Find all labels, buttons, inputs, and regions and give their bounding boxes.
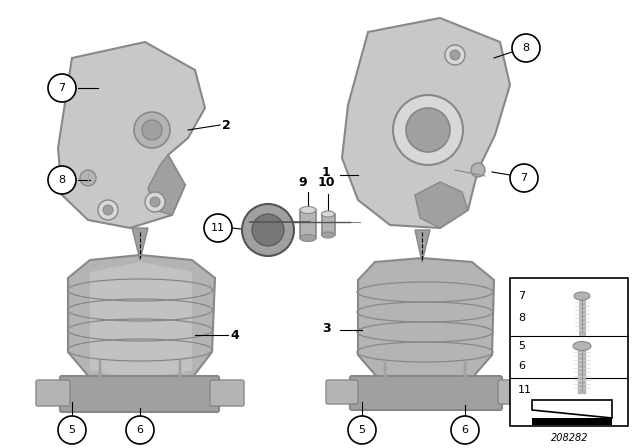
Text: 8: 8 [522,43,529,53]
Polygon shape [415,230,430,262]
Text: 5: 5 [358,425,365,435]
Circle shape [150,197,160,207]
Text: 7: 7 [520,173,527,183]
Polygon shape [68,255,215,388]
Circle shape [445,45,465,65]
Circle shape [471,163,485,177]
Text: 10: 10 [318,176,335,189]
Circle shape [58,416,86,444]
FancyBboxPatch shape [36,380,70,406]
Circle shape [142,120,162,140]
Text: 6: 6 [518,361,525,371]
Text: 5: 5 [68,425,76,435]
Text: 11: 11 [211,223,225,233]
FancyBboxPatch shape [350,376,502,410]
Circle shape [406,108,450,152]
Polygon shape [358,258,494,388]
Text: 7: 7 [58,83,65,93]
Circle shape [80,170,96,186]
Text: 2: 2 [222,119,231,132]
Text: 7: 7 [518,291,525,301]
Text: 8: 8 [58,175,65,185]
Polygon shape [342,18,510,228]
Text: 6: 6 [136,425,143,435]
Ellipse shape [321,232,335,238]
Text: 4: 4 [230,328,239,341]
FancyBboxPatch shape [498,380,530,404]
Circle shape [242,204,294,256]
Circle shape [348,416,376,444]
Text: 11: 11 [518,385,532,395]
Text: 5: 5 [518,341,525,351]
Polygon shape [415,182,468,228]
Ellipse shape [300,234,316,241]
Ellipse shape [300,207,316,214]
FancyBboxPatch shape [510,278,628,426]
Circle shape [204,214,232,242]
Ellipse shape [321,211,335,217]
Circle shape [126,416,154,444]
Text: 208282: 208282 [551,433,589,443]
Polygon shape [58,42,205,228]
FancyBboxPatch shape [532,418,612,425]
FancyBboxPatch shape [210,380,244,406]
Circle shape [48,74,76,102]
Polygon shape [322,214,335,235]
FancyBboxPatch shape [326,380,358,404]
Circle shape [510,164,538,192]
Circle shape [393,95,463,165]
Polygon shape [532,400,612,418]
Ellipse shape [573,341,591,350]
Circle shape [145,192,165,212]
Circle shape [450,50,460,60]
Polygon shape [90,262,192,380]
Text: 9: 9 [298,176,307,189]
FancyBboxPatch shape [60,376,219,412]
Circle shape [451,416,479,444]
Circle shape [48,166,76,194]
Polygon shape [148,155,185,215]
Text: 1: 1 [322,165,331,178]
Circle shape [252,214,284,246]
Polygon shape [300,210,316,238]
Text: 8: 8 [518,313,525,323]
Ellipse shape [574,292,590,300]
Circle shape [512,34,540,62]
Text: 3: 3 [322,322,331,335]
Circle shape [134,112,170,148]
Text: 6: 6 [461,425,468,435]
Circle shape [98,200,118,220]
Circle shape [103,205,113,215]
Polygon shape [132,228,148,260]
